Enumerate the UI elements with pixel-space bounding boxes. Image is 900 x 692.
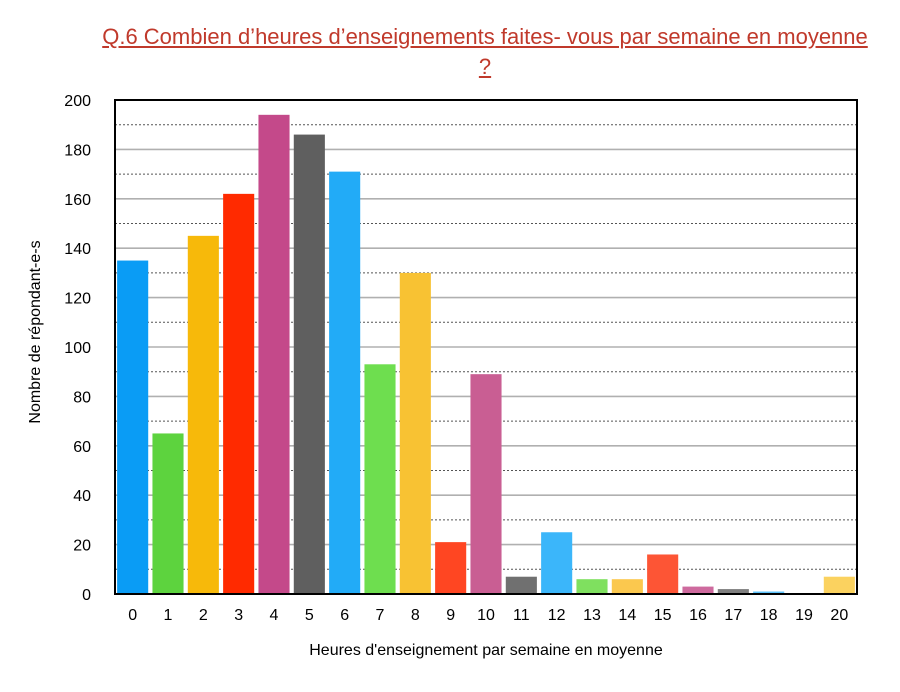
y-tick-label: 20 <box>73 538 91 555</box>
y-tick-label: 80 <box>73 389 91 406</box>
chart-title: Q.6 Combien d’heures d’enseignements fai… <box>102 24 868 79</box>
bar-0 <box>117 260 149 594</box>
y-tick-label: 160 <box>64 192 91 209</box>
bar-8 <box>399 272 431 594</box>
x-axis-ticks: 0 1 2 3 4 5 6 7 8 9 10 11 12 13 14 15 16 17 18 19 20 <box>128 607 848 624</box>
x-axis-title: Heures d'enseignement par semaine en moy… <box>309 642 663 659</box>
bar-20 <box>823 576 855 594</box>
bar-18 <box>753 591 785 594</box>
y-tick-label: 120 <box>64 291 91 308</box>
plot-area-frame <box>114 99 858 595</box>
bar-7 <box>364 364 396 594</box>
bar-3 <box>223 193 255 595</box>
bar-11 <box>505 576 537 594</box>
x-tick-label: 18 <box>760 607 778 624</box>
bar-13 <box>576 579 608 594</box>
x-tick-label: 3 <box>234 607 243 624</box>
y-tick-label: 140 <box>64 241 91 258</box>
x-tick-label: 1 <box>164 607 173 624</box>
x-tick-label: 17 <box>724 607 742 624</box>
y-tick-label: 200 <box>64 93 91 110</box>
x-tick-label: 12 <box>548 607 566 624</box>
x-tick-label: 14 <box>618 607 636 624</box>
bars <box>117 114 855 595</box>
x-tick-label: 5 <box>305 607 314 624</box>
x-tick-label: 15 <box>654 607 672 624</box>
bar-2 <box>187 235 219 594</box>
x-tick-label: 7 <box>376 607 385 624</box>
x-tick-label: 4 <box>270 607 279 624</box>
bar-17 <box>717 589 749 594</box>
bar-14 <box>611 579 643 594</box>
x-tick-label: 10 <box>477 607 495 624</box>
x-tick-label: 8 <box>411 607 420 624</box>
x-tick-label: 2 <box>199 607 208 624</box>
x-tick-label: 9 <box>446 607 455 624</box>
bar-9 <box>435 542 467 594</box>
x-tick-label: 13 <box>583 607 601 624</box>
bar-4 <box>258 114 290 594</box>
bar-12 <box>541 532 573 594</box>
y-tick-label: 40 <box>73 488 91 505</box>
x-tick-label: 19 <box>795 607 813 624</box>
y-axis-ticks: 0 20 40 60 80 100 120 140 160 180 200 <box>64 93 91 604</box>
bar-10 <box>470 374 502 594</box>
x-tick-label: 11 <box>513 607 530 624</box>
y-tick-label: 60 <box>73 439 91 456</box>
x-tick-label: 16 <box>689 607 707 624</box>
bar-15 <box>647 554 679 594</box>
x-tick-label: 6 <box>340 607 349 624</box>
x-tick-label: 20 <box>830 607 848 624</box>
bar-5 <box>293 134 325 594</box>
y-axis-title: Nombre de répondant-e-s <box>27 240 44 423</box>
y-tick-label: 0 <box>82 587 91 604</box>
y-tick-label: 100 <box>64 340 91 357</box>
bar-6 <box>329 171 361 594</box>
y-tick-label: 180 <box>64 142 91 159</box>
bar-16 <box>682 586 714 594</box>
bar-1 <box>152 433 184 594</box>
x-tick-label: 0 <box>128 607 137 624</box>
